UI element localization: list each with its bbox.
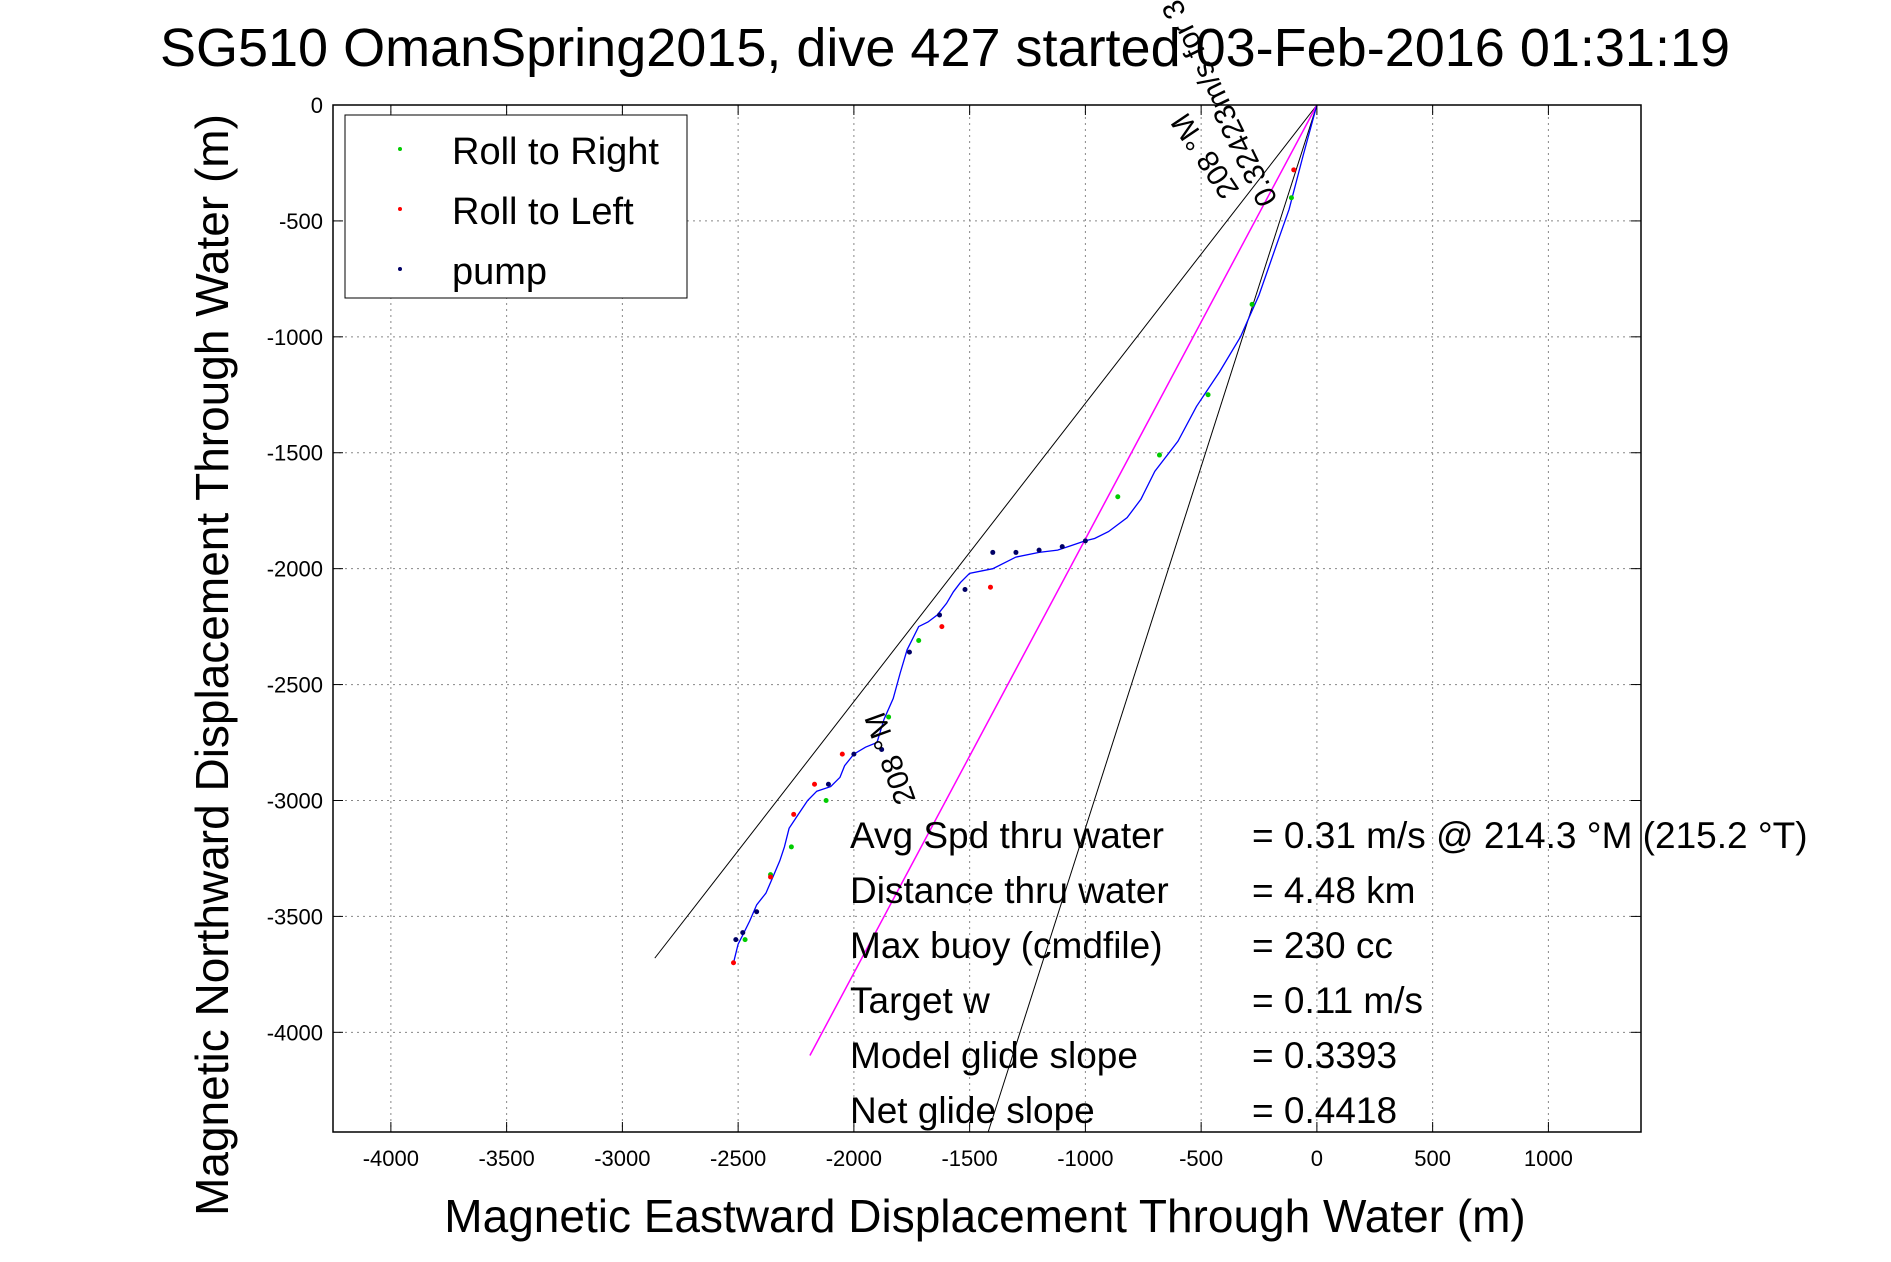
legend-label: pump	[452, 251, 547, 293]
legend-label: Roll to Left	[452, 191, 634, 233]
track-line	[732, 104, 1318, 963]
y-tick-label: -4000	[267, 1020, 323, 1045]
x-tick-label: -1000	[1057, 1146, 1113, 1171]
pump-point	[879, 746, 885, 752]
y-tick-label: -1000	[267, 325, 323, 350]
y-tick-label: -2500	[267, 673, 323, 698]
roll-right-point	[823, 797, 829, 803]
x-tick-label: -500	[1179, 1146, 1223, 1171]
roll-right-point	[742, 937, 748, 943]
x-tick-label: -3500	[478, 1146, 534, 1171]
legend-box	[344, 114, 688, 299]
roll-left-point	[839, 751, 845, 757]
roll-left-point	[731, 960, 737, 966]
y-axis-label: Magnetic Northward Displacement Through …	[186, 114, 238, 1216]
stat-value: = 4.48 km	[1252, 870, 1416, 911]
legend-marker	[398, 267, 402, 271]
heading-bound-line	[654, 104, 1318, 959]
roll-left-point	[939, 624, 945, 630]
y-tick-label: -500	[279, 209, 323, 234]
annotation-layer: 208 °M0.32423m/s for 3.9828hr =4.6488km2…	[859, 0, 1284, 809]
stat-label: Avg Spd thru water	[850, 815, 1164, 856]
x-axis-label: Magnetic Eastward Displacement Through W…	[444, 1190, 1525, 1242]
roll-right-point	[1115, 494, 1121, 500]
x-tick-label: 1000	[1524, 1146, 1573, 1171]
legend: Roll to Right Roll to Left pump	[344, 114, 688, 299]
x-tick-label: -1500	[941, 1146, 997, 1171]
x-tick-label: 0	[1311, 1146, 1323, 1171]
roll-left-point	[1291, 167, 1297, 173]
pump-point	[1059, 544, 1065, 550]
roll-right-point	[1288, 195, 1294, 201]
stat-value: = 230 cc	[1252, 925, 1393, 966]
pump-point	[937, 612, 943, 618]
y-tick-label: -3000	[267, 788, 323, 813]
stat-label: Net glide slope	[850, 1090, 1095, 1131]
stat-value: = 0.4418	[1252, 1090, 1397, 1131]
roll-right-point	[1156, 452, 1162, 458]
roll-left-point	[987, 584, 993, 590]
stat-value: = 0.3393	[1252, 1035, 1397, 1076]
y-tick-label: 0	[311, 93, 323, 118]
pump-point	[851, 751, 857, 757]
roll-right-point	[886, 714, 892, 720]
roll-left-point	[768, 874, 774, 880]
series-layer	[654, 104, 1318, 1133]
x-tick-label: -2500	[710, 1146, 766, 1171]
pump-point	[740, 930, 746, 936]
stats-block: Avg Spd thru water = 0.31 m/s @ 214.3 °M …	[850, 815, 1808, 1131]
y-tick-label: -1500	[267, 441, 323, 466]
roll-right-point	[1205, 392, 1211, 398]
legend-label: Roll to Right	[452, 131, 659, 173]
roll-right-point	[916, 638, 922, 644]
pump-point	[1013, 549, 1019, 555]
pump-point	[962, 587, 968, 593]
roll-right-point	[788, 844, 794, 850]
legend-marker	[398, 207, 402, 211]
stat-label: Target w	[850, 980, 990, 1021]
pump-point	[733, 937, 739, 943]
stat-value: = 0.11 m/s	[1252, 980, 1423, 1021]
stat-value: = 0.31 m/s @ 214.3 °M (215.2 °T)	[1252, 815, 1808, 856]
pump-point	[990, 549, 996, 555]
bearing-annotation-lower: 208 °M	[859, 708, 923, 809]
pump-point	[906, 649, 912, 655]
roll-left-point	[812, 781, 818, 787]
plot-frame	[332, 104, 1642, 1133]
chart-title: SG510 OmanSpring2015, dive 427 started 0…	[160, 18, 1730, 78]
stat-label: Model glide slope	[850, 1035, 1138, 1076]
pump-point	[754, 909, 760, 915]
y-tick-label: -2000	[267, 557, 323, 582]
roll-left-point	[791, 811, 797, 817]
stat-label: Distance thru water	[850, 870, 1169, 911]
x-tick-label: -4000	[363, 1146, 419, 1171]
tick-layer: -4000 -3500 -3000 -2500 -2000 -1500 -1000 -500 0…	[267, 93, 1641, 1171]
heading-bound-line	[987, 104, 1318, 1133]
pump-point	[1082, 538, 1088, 544]
legend-marker	[398, 147, 402, 151]
roll-right-point	[1249, 301, 1255, 307]
pump-point	[1036, 547, 1042, 553]
y-tick-label: -3500	[267, 904, 323, 929]
pump-point	[825, 781, 831, 787]
x-tick-label: 500	[1414, 1146, 1451, 1171]
x-tick-label: -2000	[826, 1146, 882, 1171]
x-tick-label: -3000	[594, 1146, 650, 1171]
stat-label: Max buoy (cmdfile)	[850, 925, 1163, 966]
rhumb-line	[809, 104, 1318, 1056]
